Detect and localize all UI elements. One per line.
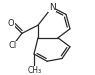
Text: N: N xyxy=(49,3,55,12)
Text: Cl: Cl xyxy=(9,41,17,50)
Text: O: O xyxy=(8,19,14,28)
Text: CH₃: CH₃ xyxy=(28,66,42,75)
